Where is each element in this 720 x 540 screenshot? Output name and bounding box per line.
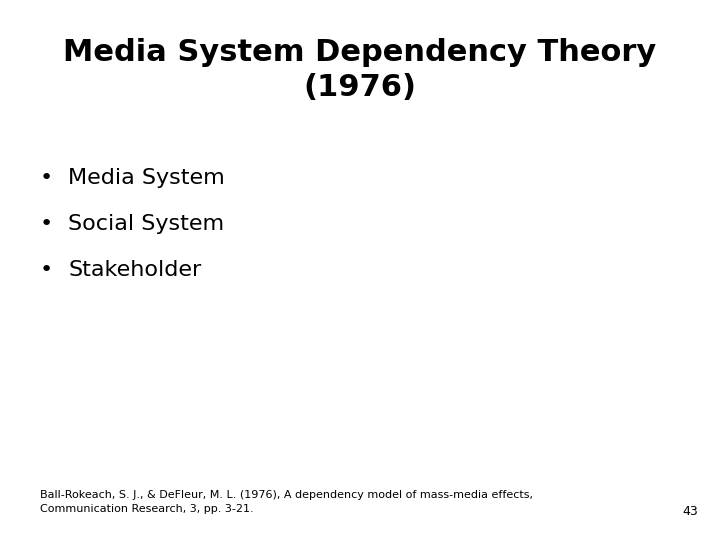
Text: 43: 43	[683, 505, 698, 518]
Text: Ball-Rokeach, S. J., & DeFleur, M. L. (1976), A dependency model of mass-media e: Ball-Rokeach, S. J., & DeFleur, M. L. (1…	[40, 489, 533, 500]
Text: Communication Research, 3, pp. 3-21.: Communication Research, 3, pp. 3-21.	[40, 504, 253, 514]
Text: Stakeholder: Stakeholder	[68, 260, 202, 280]
Text: •: •	[40, 168, 53, 188]
Text: •: •	[40, 214, 53, 234]
Text: •: •	[40, 260, 53, 280]
Text: Social System: Social System	[68, 214, 225, 234]
Text: Media System Dependency Theory
(1976): Media System Dependency Theory (1976)	[63, 38, 657, 102]
Text: Media System: Media System	[68, 168, 225, 188]
